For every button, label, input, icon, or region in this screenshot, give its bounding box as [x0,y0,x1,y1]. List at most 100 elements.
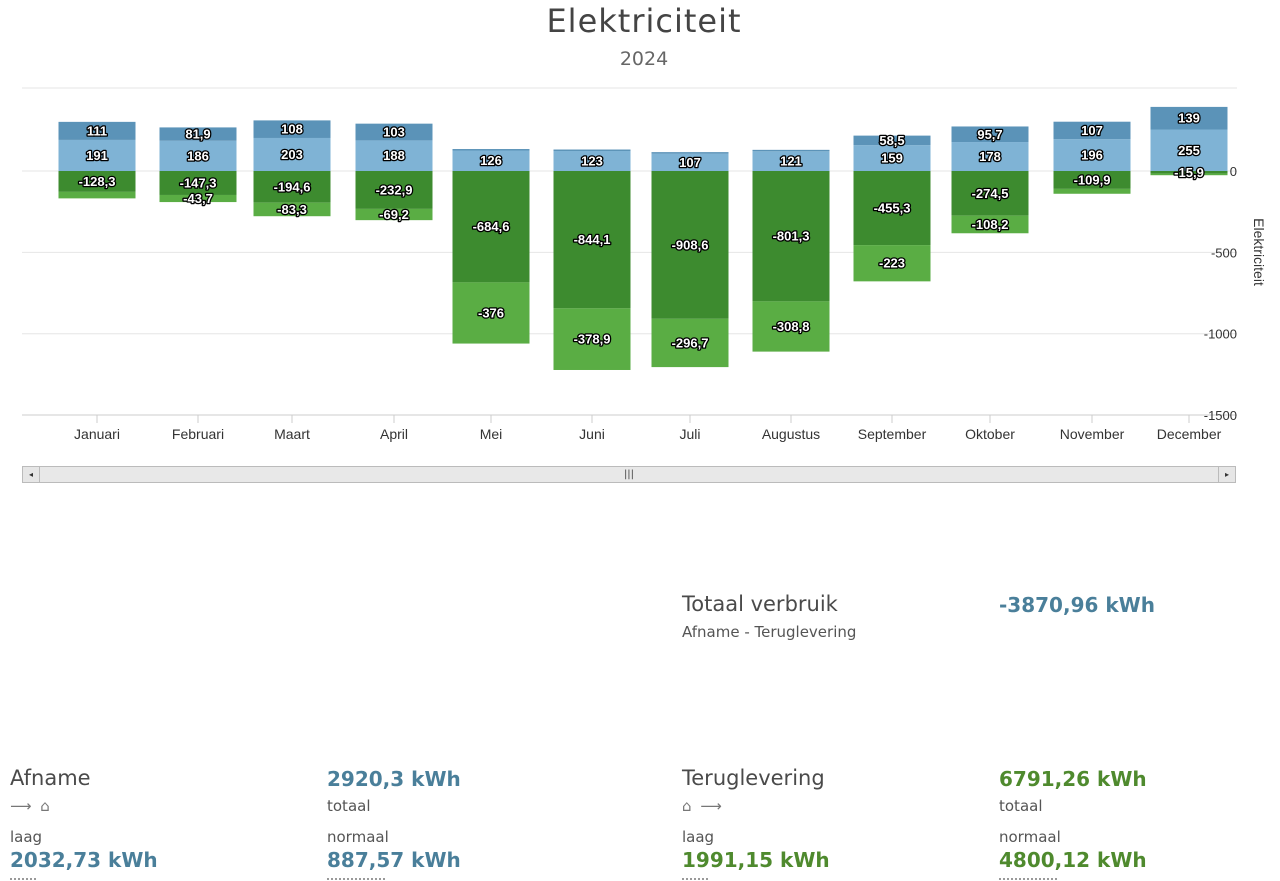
data-label: 178 [979,149,1001,164]
bar-afname_laag[interactable] [355,123,433,141]
bar-afname_laag[interactable] [58,121,136,140]
bar-teruglevering_laag[interactable] [853,245,931,282]
data-label: 196 [1081,148,1103,163]
data-label: -274,5 [972,186,1009,201]
chart-subtitle: 2024 [619,48,669,70]
chart-scrollbar[interactable]: ◂ ||| ▸ [22,466,1236,483]
x-tick-label: Juli [679,426,700,442]
data-label: 107 [679,155,701,170]
bar-teruglevering_normaal[interactable] [752,171,830,302]
x-tick-label: November [1060,426,1125,442]
chart-title: Elektriciteit [546,2,742,40]
bar-teruglevering_normaal[interactable] [355,171,433,209]
bar-afname_laag[interactable] [553,149,631,151]
data-label: 159 [881,151,903,166]
data-label: 191 [86,148,108,163]
bar-afname_normaal[interactable] [58,139,136,171]
bar-teruglevering_laag[interactable] [452,282,530,344]
bar-teruglevering_normaal[interactable] [951,171,1029,216]
totaal-verbruik-sub: Afname - Teruglevering [682,623,857,641]
bar-teruglevering_laag[interactable] [1150,173,1228,176]
bar-afname_laag[interactable] [853,135,931,146]
bar-afname_normaal[interactable] [651,153,729,171]
afname-total-value: 2920,3 kWh [327,767,461,791]
teruglevering-total-value: 6791,26 kWh [999,767,1147,791]
bar-teruglevering_laag[interactable] [253,202,331,217]
bar-afname_laag[interactable] [752,149,830,152]
teruglevering-laag-label: laag [682,828,715,846]
afname-total-label: totaal [327,797,371,815]
data-label: -684,6 [473,219,510,234]
bar-afname_normaal[interactable] [159,140,237,171]
bar-afname_laag[interactable] [1053,121,1131,140]
y-tick-label: 0 [1230,164,1237,179]
y-tick-label: -500 [1211,245,1237,260]
x-tick-label: Oktober [965,426,1015,442]
data-label: -223 [879,256,905,271]
bar-teruglevering_normaal[interactable] [1150,171,1228,174]
bar-afname_laag[interactable] [1150,106,1228,130]
scroll-right-button[interactable]: ▸ [1218,467,1235,482]
bar-afname_normaal[interactable] [253,137,331,171]
bar-teruglevering_normaal[interactable] [553,171,631,309]
data-label: -43,7 [183,191,213,206]
scroll-left-button[interactable]: ◂ [23,467,40,482]
bar-afname_normaal[interactable] [355,140,433,171]
bar-teruglevering_laag[interactable] [651,318,729,368]
data-label: -83,3 [277,202,307,217]
x-tick-label: September [858,426,927,442]
bar-afname_normaal[interactable] [452,150,530,171]
bar-afname_normaal[interactable] [553,150,631,171]
bar-teruglevering_laag[interactable] [355,208,433,221]
data-label: -455,3 [874,201,911,216]
afname-direction-icon: ⟶ ⌂ [10,797,52,815]
bar-teruglevering_laag[interactable] [159,194,237,203]
scroll-thumb[interactable]: ||| [40,467,1218,482]
x-tick-label: Maart [274,426,310,442]
teruglevering-normaal-label: normaal [999,828,1061,846]
bar-afname_laag[interactable] [651,152,729,154]
x-tick-label: Augustus [762,426,820,442]
x-tick-label: April [380,426,408,442]
x-tick-label: Januari [74,426,120,442]
bar-teruglevering_laag[interactable] [553,308,631,370]
bar-afname_normaal[interactable] [752,151,830,171]
data-label: -908,6 [672,237,709,252]
teruglevering-total-label: totaal [999,797,1043,815]
data-label: -232,9 [376,182,413,197]
bar-teruglevering_laag[interactable] [1053,188,1131,194]
bar-teruglevering_normaal[interactable] [651,171,729,319]
data-label: -308,8 [773,319,810,334]
afname-laag-divider [10,878,38,880]
bar-teruglevering_laag[interactable] [58,191,136,199]
data-label: -801,3 [773,229,810,244]
bar-afname_laag[interactable] [253,120,331,138]
bar-teruglevering_normaal[interactable] [452,171,530,283]
bar-afname_normaal[interactable] [853,145,931,171]
bar-teruglevering_normaal[interactable] [253,171,331,203]
afname-normaal-label: normaal [327,828,389,846]
data-label: -109,9 [1074,172,1111,187]
data-label: 188 [383,148,405,163]
bar-afname_normaal[interactable] [1150,129,1228,171]
bar-teruglevering_normaal[interactable] [853,171,931,246]
data-label: 126 [480,153,502,168]
bar-teruglevering_laag[interactable] [951,215,1029,234]
bar-afname_laag[interactable] [159,127,237,141]
data-label: -15,9 [1174,165,1204,180]
bar-afname_laag[interactable] [452,149,530,151]
afname-laag-value: 2032,73 kWh [10,848,158,872]
data-label: -108,2 [972,217,1009,232]
x-tick-label: Juni [579,426,605,442]
bar-teruglevering_normaal[interactable] [1053,171,1131,189]
bar-afname_laag[interactable] [951,126,1029,143]
bar-teruglevering_laag[interactable] [752,301,830,352]
teruglevering-laag-value: 1991,15 kWh [682,848,830,872]
teruglevering-label: Teruglevering [682,766,825,790]
bar-teruglevering_normaal[interactable] [159,171,237,195]
bar-afname_normaal[interactable] [951,142,1029,171]
x-tick-label: Februari [172,426,224,442]
totaal-verbruik-label: Totaal verbruik [682,592,838,616]
bar-afname_normaal[interactable] [1053,139,1131,171]
bar-teruglevering_normaal[interactable] [58,171,136,192]
